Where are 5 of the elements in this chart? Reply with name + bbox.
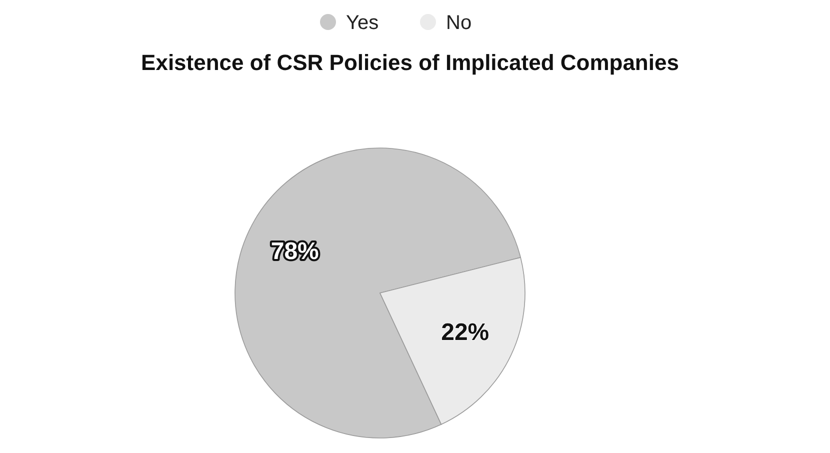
text: Existence of CSR Policies of Implicated Companies — [141, 50, 679, 75]
data-label: 22% — [441, 318, 490, 346]
data-label: 78% — [270, 238, 319, 265]
legend-label: No — [446, 12, 472, 34]
legend-label: Yes — [346, 12, 379, 34]
